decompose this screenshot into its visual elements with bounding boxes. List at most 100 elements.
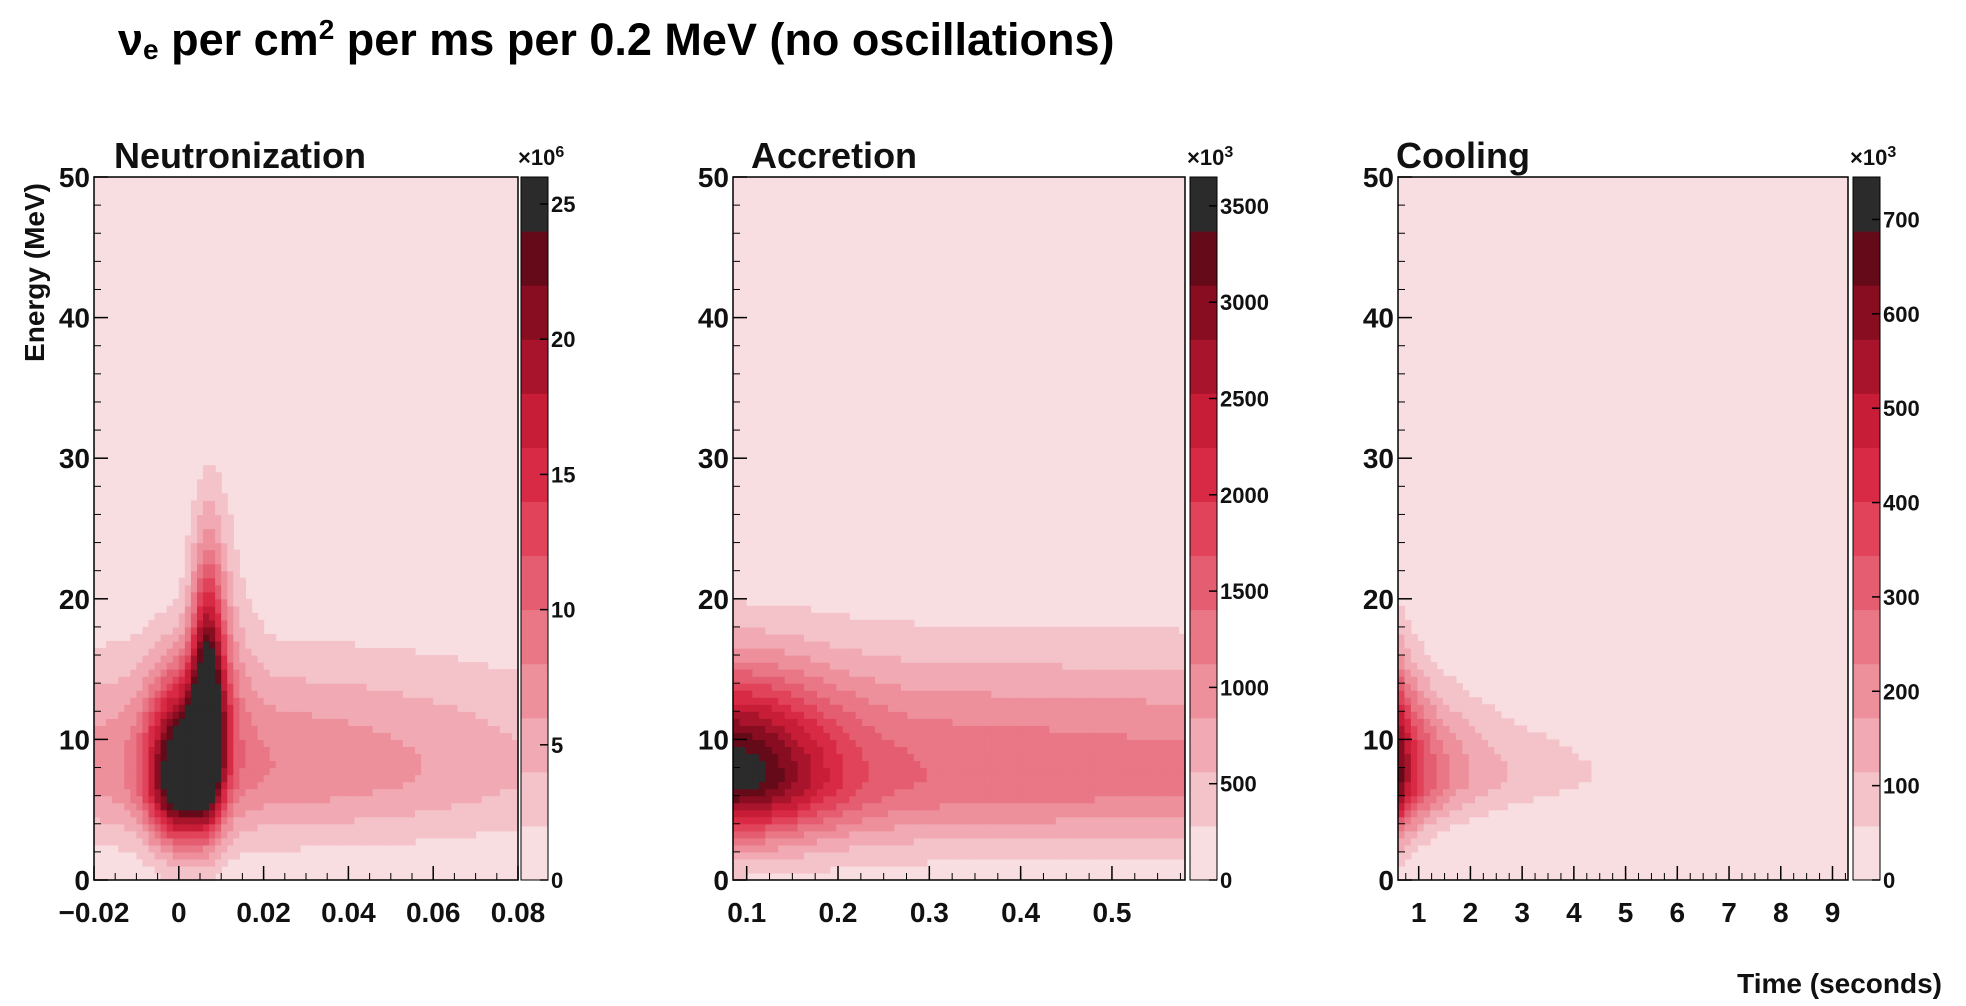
heatmap-cell — [1088, 697, 1096, 705]
heatmap-cell — [978, 837, 986, 846]
heatmap-cell — [287, 725, 295, 733]
heatmap-cell — [499, 718, 507, 726]
heatmap-cell — [1075, 788, 1083, 797]
heatmap-cell — [124, 669, 131, 677]
heatmap-cell — [984, 718, 992, 726]
heatmap-cell — [390, 823, 398, 832]
heatmap-cell — [275, 802, 283, 811]
heatmap-cell — [257, 844, 265, 853]
heatmap-cell — [810, 767, 818, 776]
heatmap-cell — [829, 711, 837, 719]
heatmap-cell — [1133, 711, 1141, 719]
heatmap-cell — [100, 662, 107, 670]
heatmap-cell — [227, 774, 234, 783]
heatmap-cell — [894, 802, 902, 811]
heatmap-cell — [1042, 760, 1050, 769]
heatmap-cell — [887, 844, 896, 853]
heatmap-cell — [324, 655, 331, 663]
heatmap-cell — [475, 823, 483, 832]
x-tick-label: 0 — [171, 897, 187, 928]
heatmap-cell — [1133, 809, 1141, 818]
heatmap-cell — [791, 655, 799, 663]
heatmap-cell — [1165, 823, 1173, 832]
heatmap-cell — [209, 865, 216, 874]
heatmap-cell — [1010, 711, 1018, 719]
heatmap-cell — [1068, 781, 1076, 790]
heatmap-cell — [257, 760, 265, 769]
heatmap-cell — [829, 669, 837, 677]
heatmap-cell — [797, 781, 805, 790]
heatmap-cell — [360, 802, 368, 811]
heatmap-cell — [758, 612, 766, 621]
heatmap-cell — [900, 760, 908, 769]
heatmap-cell — [1017, 781, 1025, 790]
heatmap-cell — [245, 683, 253, 691]
heatmap-cell — [875, 690, 883, 698]
heatmap-cell — [360, 767, 368, 776]
heatmap-cell — [913, 760, 921, 769]
heatmap-cell — [312, 746, 319, 755]
heatmap-cell — [1159, 655, 1167, 663]
heatmap-cell — [1030, 851, 1038, 860]
heatmap-cell — [1068, 830, 1076, 839]
x-tick-label: 0.08 — [491, 897, 546, 928]
heatmap-cell — [372, 781, 380, 790]
heatmap-cell — [390, 725, 398, 733]
heatmap-cell — [402, 767, 410, 776]
heatmap-cell — [933, 774, 941, 783]
heatmap-cell — [396, 697, 404, 705]
heatmap-cell — [378, 802, 386, 811]
heatmap-cell — [1030, 626, 1038, 635]
heatmap-cell — [100, 802, 107, 811]
colorbar-multiplier-base: ×10 — [1187, 145, 1224, 170]
heatmap-cell — [1017, 690, 1025, 698]
heatmap-cell — [287, 753, 295, 762]
heatmap-cell — [408, 767, 416, 776]
heatmap-cell — [1094, 633, 1102, 642]
heatmap-cell — [1081, 802, 1089, 811]
heatmap-cell — [184, 774, 192, 783]
heatmap-cell — [475, 711, 483, 719]
heatmap-cell — [804, 619, 812, 628]
heatmap-cell — [1120, 648, 1128, 656]
heatmap-cell — [836, 626, 844, 635]
heatmap-cell — [493, 732, 501, 740]
heatmap-cell — [1146, 809, 1154, 818]
heatmap-cell — [511, 739, 519, 748]
heatmap-cell — [172, 683, 180, 691]
heatmap-cell — [887, 655, 896, 663]
heatmap-cell — [959, 718, 967, 726]
heatmap-cell — [778, 809, 786, 818]
heatmap-cell — [215, 697, 222, 705]
heatmap-cell — [402, 802, 410, 811]
heatmap-cell — [771, 858, 779, 867]
heatmap-cell — [184, 844, 192, 853]
heatmap-cell — [184, 683, 192, 691]
heatmap-cell — [451, 774, 459, 783]
heatmap-cell — [402, 711, 410, 719]
heatmap-cell — [154, 718, 162, 726]
heatmap-cell — [778, 739, 786, 748]
heatmap-cell — [221, 851, 228, 860]
heatmap-cell — [778, 640, 786, 649]
heatmap-cell — [281, 781, 289, 790]
heatmap-cell — [184, 690, 192, 698]
heatmap-cell — [366, 795, 374, 804]
heatmap-cell — [293, 655, 301, 663]
heatmap-cell — [1023, 816, 1031, 825]
heatmap-cell — [1042, 655, 1050, 663]
heatmap-cell — [752, 725, 760, 733]
heatmap-cell — [378, 648, 386, 656]
heatmap-cell — [758, 605, 766, 614]
heatmap-cell — [907, 683, 915, 691]
heatmap-cell — [959, 690, 967, 698]
heatmap-cell — [1049, 753, 1057, 762]
heatmap-cell — [758, 732, 766, 740]
heatmap-cell — [233, 563, 240, 572]
heatmap-cell — [1113, 802, 1122, 811]
heatmap-cell — [1165, 816, 1173, 825]
heatmap-cell — [868, 851, 876, 860]
heatmap-cell — [823, 844, 831, 853]
heatmap-cell — [269, 704, 277, 712]
heatmap-cell — [233, 753, 240, 762]
